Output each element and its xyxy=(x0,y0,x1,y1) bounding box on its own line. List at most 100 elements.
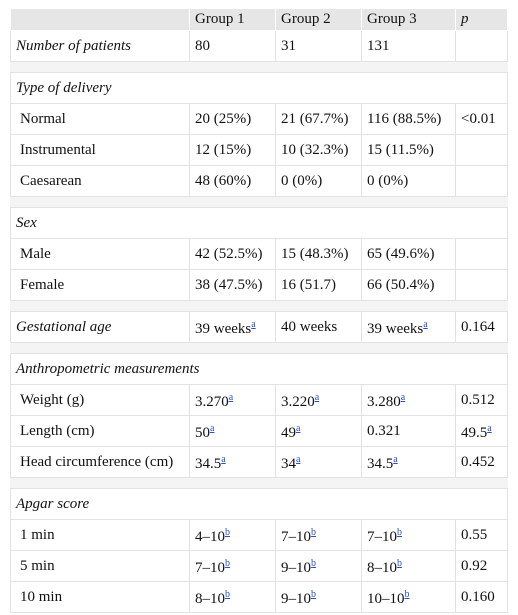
cell: 15 (48.3%) xyxy=(275,238,362,270)
cell-text: 9–10 xyxy=(281,591,311,607)
footnote-mark: b xyxy=(311,555,316,569)
spacer-row xyxy=(10,342,508,354)
footnote-link[interactable]: b xyxy=(311,589,316,600)
cell: 40 weeks xyxy=(275,311,362,343)
data-row: Normal 20 (25%) 21 (67.7%) 116 (88.5%) <0.01 xyxy=(10,103,508,135)
footnote-mark: a xyxy=(401,389,405,403)
cell: 80 xyxy=(189,30,276,62)
cell: 49a xyxy=(275,415,362,447)
empty-cell xyxy=(455,30,508,62)
footnote-link[interactable]: b xyxy=(225,527,230,538)
spacer-row xyxy=(10,61,508,73)
data-row: Caesarean 48 (60%) 0 (0%) 0 (0%) xyxy=(10,165,508,197)
cell: 9–10b xyxy=(275,550,362,582)
section-title: Anthropometric measurements xyxy=(10,353,508,385)
footnote-mark: b xyxy=(225,524,230,538)
cell: 65 (49.6%) xyxy=(361,238,456,270)
data-row: 1 min 4–10b 7–10b 7–10b 0.55 xyxy=(10,519,508,551)
data-row: Length (cm) 50a 49a 0.321 49.5a xyxy=(10,415,508,447)
spacer-row xyxy=(10,477,508,489)
cell-text: 49 xyxy=(281,425,296,441)
footnote-link[interactable]: b xyxy=(311,527,316,538)
spacer-cell xyxy=(10,342,508,354)
footnote-mark: b xyxy=(397,524,402,538)
footnote-mark: b xyxy=(225,555,230,569)
cell-text: 50 xyxy=(195,425,210,441)
cell: 0.321 xyxy=(361,415,456,447)
data-row: Male 42 (52.5%) 15 (48.3%) 65 (49.6%) xyxy=(10,238,508,270)
footnote-link[interactable]: b xyxy=(311,558,316,569)
empty-cell xyxy=(455,165,508,197)
cell-text: 39 weeks xyxy=(195,321,252,337)
row-label: Length (cm) xyxy=(10,415,190,447)
footnote-link[interactable]: b xyxy=(225,589,230,600)
footnote-link[interactable]: a xyxy=(228,392,234,403)
footnote-link[interactable]: a xyxy=(314,392,320,403)
footnote-link[interactable]: a xyxy=(296,423,301,434)
header-cell xyxy=(10,8,190,31)
spacer-row xyxy=(10,300,508,312)
footnote-mark: a xyxy=(210,420,214,434)
cell: 0 (0%) xyxy=(361,165,456,197)
cell: 0.92 xyxy=(455,550,508,582)
cell: 9–10b xyxy=(275,581,362,613)
cell: 38 (47.5%) xyxy=(189,269,276,301)
data-row: 10 min 8–10b 9–10b 10–10b 0.160 xyxy=(10,581,508,613)
footnote-link[interactable]: a xyxy=(487,423,492,434)
data-row: Weight (g) 3.270a 3.220a 3.280a 0.512 xyxy=(10,384,508,416)
footnote-link[interactable]: a xyxy=(393,454,398,465)
empty-cell xyxy=(455,238,508,270)
cell: 42 (52.5%) xyxy=(189,238,276,270)
section-title: Type of delivery xyxy=(10,72,508,104)
cell-text: 34 xyxy=(281,456,296,472)
cell: 31 xyxy=(275,30,362,62)
footnote-link[interactable]: a xyxy=(400,392,406,403)
row-label: 5 min xyxy=(10,550,190,582)
cell: 34.5a xyxy=(361,446,456,478)
data-row: Head circumference (cm) 34.5a 34a 34.5a 0.45… xyxy=(10,446,508,478)
cell: 3.270a xyxy=(189,384,276,416)
cell: 0 (0%) xyxy=(275,165,362,197)
cell: 12 (15%) xyxy=(189,134,276,166)
cell-text: 3.280 xyxy=(367,394,401,410)
cell: 0.160 xyxy=(455,581,508,613)
cell-text: 3.220 xyxy=(281,394,315,410)
table-body: Number of patients 80 31 131 Type of deliver… xyxy=(10,30,508,613)
cell: 0.512 xyxy=(455,384,508,416)
section-row: Sex xyxy=(10,207,508,239)
footnote-link[interactable]: a xyxy=(221,454,226,465)
footnote-link[interactable]: b xyxy=(397,558,402,569)
row-label: 10 min xyxy=(10,581,190,613)
cell: 7–10b xyxy=(275,519,362,551)
section-row: Apgar score xyxy=(10,488,508,520)
spacer-cell xyxy=(10,477,508,489)
header-cell: Group 1 xyxy=(189,8,276,31)
cell-text: 3.270 xyxy=(195,394,229,410)
cell: 8–10b xyxy=(189,581,276,613)
footnote-link[interactable]: a xyxy=(210,423,215,434)
footnote-mark: a xyxy=(229,389,233,403)
footnote-mark: a xyxy=(487,420,491,434)
footnote-link[interactable]: a xyxy=(296,454,301,465)
cell: 7–10b xyxy=(189,550,276,582)
section-row: Anthropometric measurements xyxy=(10,353,508,385)
row-label: Normal xyxy=(10,103,190,135)
cell: 39 weeksa xyxy=(189,311,276,343)
cell-text: 39 weeks xyxy=(367,321,424,337)
footnote-link[interactable]: b xyxy=(397,527,402,538)
empty-cell xyxy=(455,134,508,166)
footnote-mark: b xyxy=(311,524,316,538)
data-row: Gestational age 39 weeksa 40 weeks 39 weeks… xyxy=(10,311,508,343)
cell: 4–10b xyxy=(189,519,276,551)
cell: 49.5a xyxy=(455,415,508,447)
footnote-link[interactable]: b xyxy=(404,589,410,600)
footnote-link[interactable]: a xyxy=(423,319,428,330)
cell: 7–10b xyxy=(361,519,456,551)
cell: 39 weeksa xyxy=(361,311,456,343)
cell: 10–10b xyxy=(361,581,456,613)
footnote-link[interactable]: b xyxy=(225,558,230,569)
row-label: Gestational age xyxy=(10,311,190,343)
footnote-link[interactable]: a xyxy=(251,319,256,330)
